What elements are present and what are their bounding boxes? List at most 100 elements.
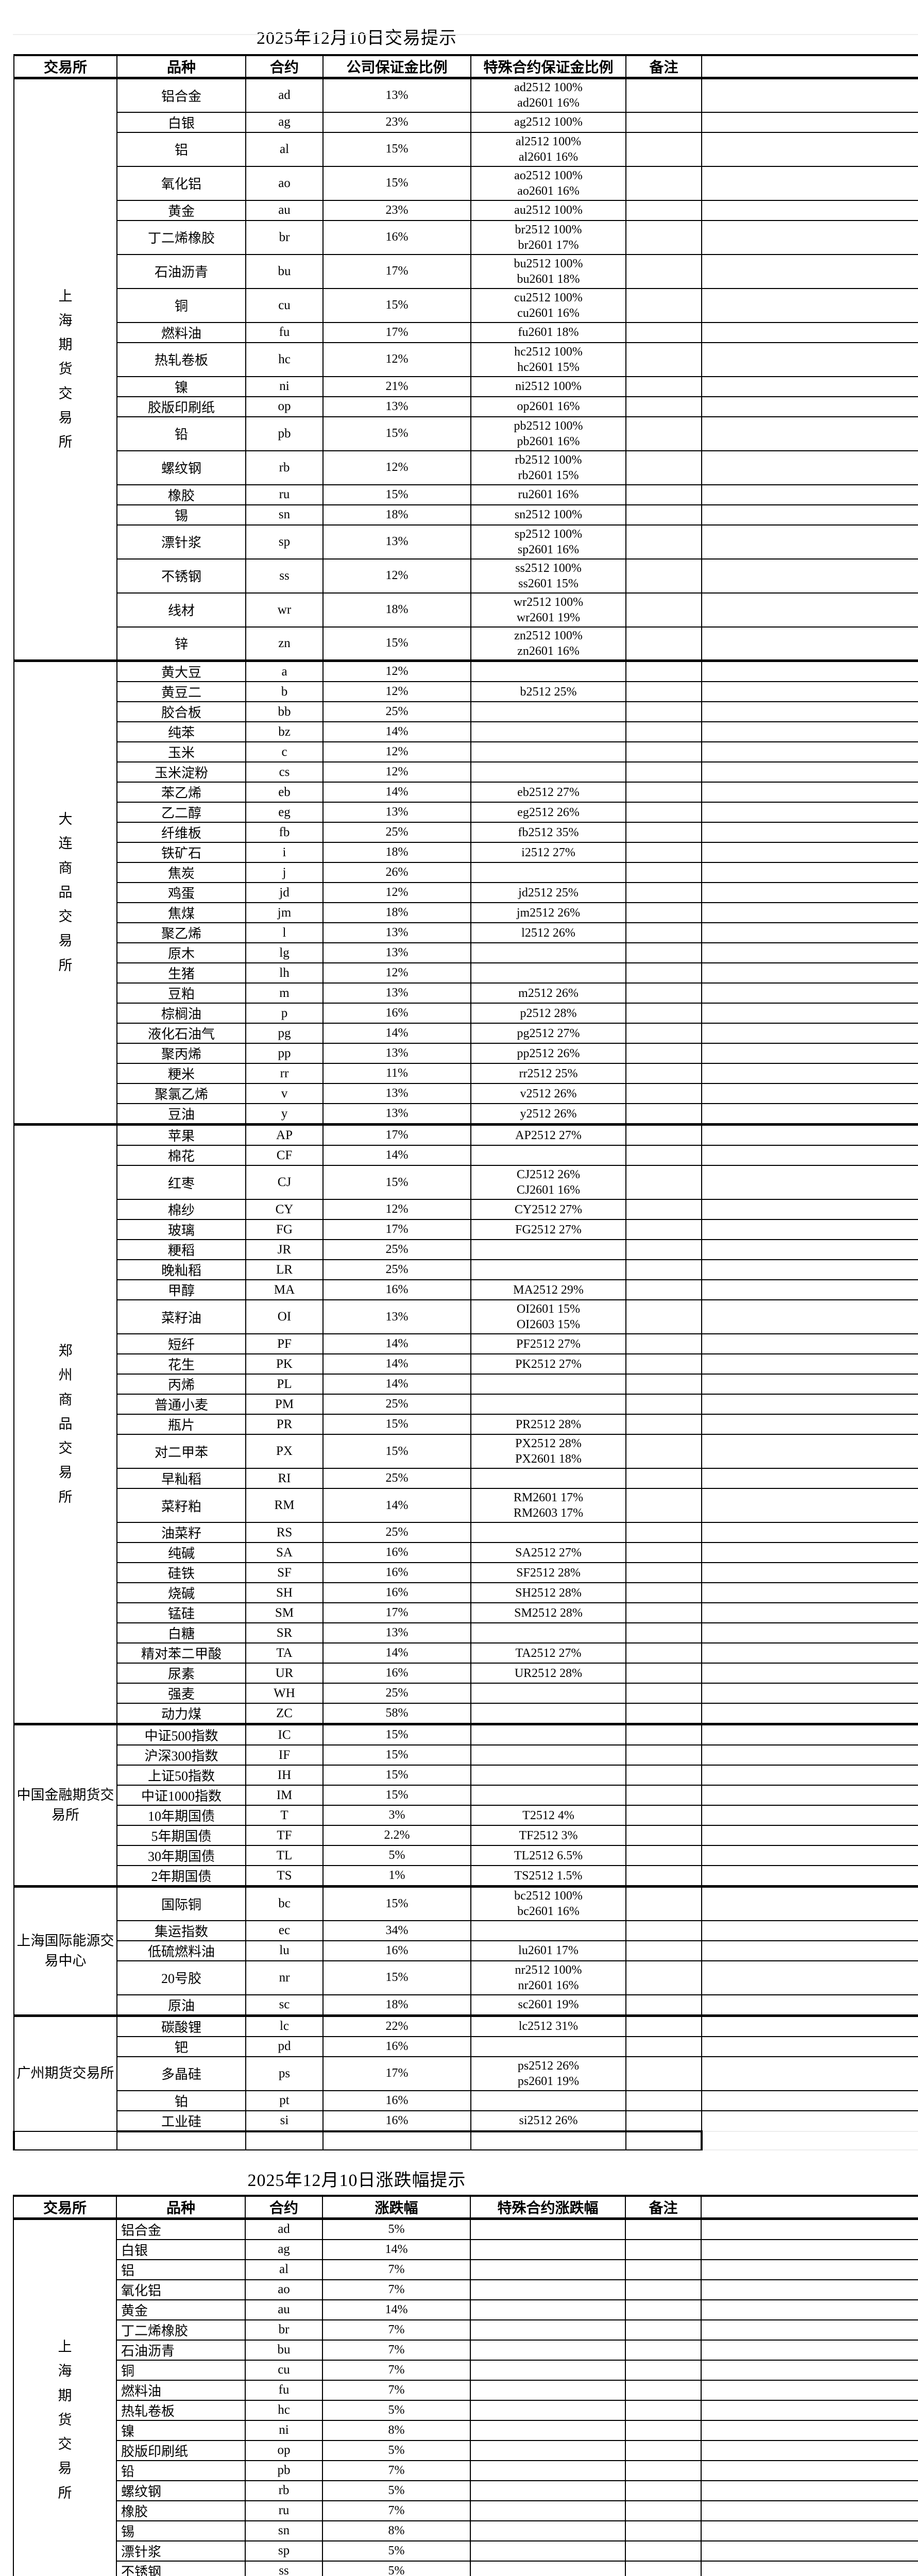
note-cell: [625, 2379, 702, 2401]
contract-cell: b: [245, 681, 324, 702]
grid-filler: [701, 1845, 918, 1866]
variety-cell: 菜籽油: [116, 1299, 246, 1334]
contract-cell: a: [245, 659, 324, 682]
ratio-cell: 25%: [322, 1522, 471, 1543]
variety-cell: 镍: [116, 376, 246, 397]
variety-cell: 胶合板: [116, 701, 246, 722]
table-row: 石油沥青 bu 17% bu2512 100% bu2601 18%: [14, 253, 918, 289]
table-row: 短纤 PF 14% PF2512 27%: [14, 1333, 918, 1354]
grid-filler: [701, 922, 918, 943]
variety-column-header: 品种: [116, 2194, 246, 2219]
note-cell: [625, 802, 702, 823]
special-cell: [470, 2500, 626, 2521]
table-row: 瓶片 PR 15% PR2512 28%: [14, 1414, 918, 1435]
grid-filler: [701, 416, 918, 451]
grid-filler: [701, 1562, 918, 1583]
special-cell: [470, 2339, 626, 2361]
contract-cell: PX: [245, 1434, 324, 1469]
contract-cell: rb: [245, 2480, 323, 2501]
ratio-cell: 5%: [322, 2540, 471, 2562]
special-cell: TA2512 27%: [470, 1642, 626, 1664]
table-row: 铝 al 7%: [13, 2259, 918, 2280]
contract-cell: fu: [245, 2379, 323, 2401]
empty-cell: [702, 2131, 918, 2150]
special-cell: [470, 942, 626, 963]
table-row: 热轧卷板 hc 12% hc2512 100% hc2601 15%: [14, 342, 918, 377]
variety-cell: 玉米: [116, 741, 246, 762]
note-cell: [625, 681, 702, 702]
special-cell: SA2512 27%: [470, 1542, 626, 1563]
contract-cell: br: [245, 2319, 323, 2341]
grid-filler: [701, 2194, 918, 2219]
grid-filler: [701, 1468, 918, 1489]
exchange-label: 中国金融期货交 易所: [13, 1723, 117, 1887]
variety-cell: 热轧卷板: [116, 342, 246, 377]
ratio-cell: 13%: [322, 396, 471, 417]
special-cell: jm2512 26%: [470, 902, 626, 923]
note-cell: [625, 1940, 702, 1961]
contract-cell: ZC: [245, 1703, 324, 1725]
contract-cell: SR: [245, 1622, 324, 1643]
special-cell: [470, 1522, 626, 1543]
ratio-cell: 14%: [322, 721, 471, 742]
empty-cell: [322, 2130, 471, 2150]
variety-cell: 黄大豆: [116, 659, 246, 682]
note-cell: [625, 287, 702, 323]
ratio-cell: 17%: [322, 1219, 471, 1240]
contract-cell: PR: [245, 1414, 324, 1435]
special-cell: [470, 2299, 626, 2320]
note-cell: [625, 2014, 702, 2037]
table-row: 白糖 SR 13%: [14, 1622, 918, 1643]
special-cell: rb2512 100% rb2601 15%: [470, 450, 626, 485]
contract-cell: ps: [245, 2056, 324, 2091]
ratio-cell: 12%: [322, 962, 471, 984]
table-row: 10年期国债 T 3% T2512 4%: [14, 1805, 918, 1826]
contract-cell: IM: [245, 1785, 324, 1806]
grid-filler: [701, 862, 918, 883]
variety-cell: 镍: [116, 2419, 246, 2441]
table2-title: 2025年12月10日涨跌幅提示: [247, 2171, 466, 2190]
table-row: 乙二醇 eg 13% eg2512 26%: [14, 802, 918, 823]
contract-cell: ec: [245, 1920, 324, 1941]
contract-cell: eb: [245, 782, 324, 803]
special-cell: i2512 27%: [470, 842, 626, 863]
contract-cell: JR: [245, 1239, 324, 1260]
variety-cell: 铅: [116, 2460, 246, 2481]
grid-filler: [701, 1199, 918, 1220]
variety-cell: 粳稻: [116, 1239, 246, 1260]
contract-cell: lg: [245, 942, 324, 963]
variety-cell: 橡胶: [116, 2500, 246, 2521]
variety-cell: 多晶硅: [116, 2056, 246, 2091]
ratio-cell: 12%: [322, 681, 471, 702]
table-row: 丁二烯橡胶 br 16% br2512 100% br2601 17%: [14, 219, 918, 255]
note-cell: [625, 2056, 702, 2091]
ratio-cell: 23%: [322, 111, 471, 133]
table-row: 锡 sn 18% sn2512 100%: [14, 504, 918, 526]
note-cell: [625, 484, 702, 505]
grid-filler: [701, 219, 918, 255]
table-row: 胶合板 bb 25%: [14, 701, 918, 722]
ratio-cell: 14%: [322, 1488, 471, 1523]
variety-cell: 普通小麦: [116, 1394, 246, 1415]
grid-filler: [701, 2239, 918, 2260]
variety-cell: 精对苯二甲酸: [116, 1642, 246, 1664]
ratio-cell: 23%: [322, 199, 471, 221]
contract-cell: bb: [245, 701, 324, 722]
note-cell: [625, 1845, 702, 1866]
grid-filler: [701, 376, 918, 397]
contract-cell: eg: [245, 802, 324, 823]
note-cell: [625, 342, 702, 377]
special-cell: [470, 2217, 626, 2240]
special-column-header: 特殊合约涨跌幅: [470, 2194, 626, 2219]
ratio-cell: 16%: [322, 2036, 471, 2057]
special-cell: [470, 1468, 626, 1489]
special-cell: TL2512 6.5%: [470, 1845, 626, 1866]
note-cell: [625, 592, 702, 628]
grid-filler: [701, 681, 918, 702]
table-row: 铜 cu 15% cu2512 100% cu2601 16%: [14, 287, 918, 323]
variety-cell: 动力煤: [116, 1703, 246, 1725]
special-cell: [470, 2419, 626, 2441]
contract-cell: l: [245, 922, 324, 943]
special-cell: ss2512 100% ss2601 15%: [470, 558, 626, 594]
ratio-column-header: 涨跌幅: [322, 2194, 471, 2219]
